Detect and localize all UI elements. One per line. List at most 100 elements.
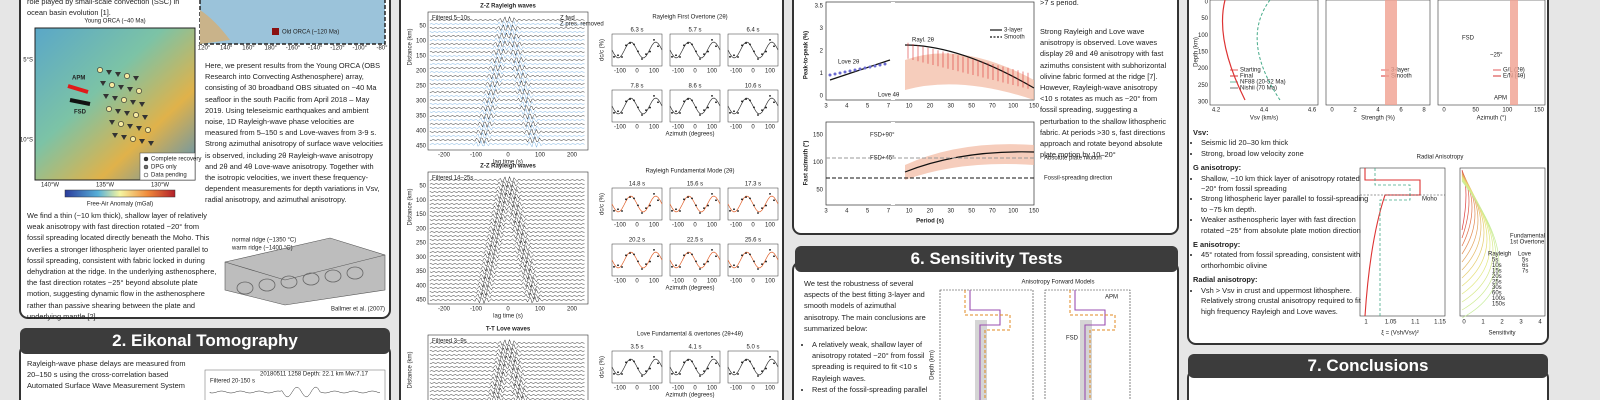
x-tick-label: 100 [649, 125, 660, 131]
waveform [429, 20, 585, 29]
x-tick-label: 6 [1399, 108, 1403, 114]
credit: Ballmer et al. (2007) [331, 307, 385, 313]
fit-point [675, 264, 677, 267]
legend-label: Complete recovery [151, 157, 201, 163]
axis-label: Vsv (km/s) [1250, 116, 1278, 122]
fit-point [733, 110, 735, 113]
waveform [429, 239, 585, 248]
fit-point [613, 209, 615, 212]
anisotropy-text: >7 s period. [1040, 0, 1079, 7]
plot-frame [1325, 0, 1431, 106]
inset-label: Old ORCA (~120 Ma) [282, 30, 339, 36]
fit-point [733, 208, 735, 211]
fit-point [707, 50, 709, 53]
x-tick-label: 0 [1462, 320, 1466, 326]
fit-point [617, 208, 619, 211]
waveform [429, 347, 585, 355]
period-label: 5.0 s [746, 345, 759, 351]
convection-block [224, 237, 386, 306]
legend-label: 5s [1522, 258, 1528, 264]
x-tick-label: 100 [765, 69, 776, 75]
fit-point [645, 263, 647, 265]
lat-label: 5°S [23, 58, 33, 64]
fit-point [699, 114, 701, 116]
waveform [429, 99, 585, 108]
panel-title: Love Fundamental & overtones (2θ+4θ) [637, 332, 743, 338]
fit-point [691, 99, 693, 102]
fit-point [617, 264, 619, 267]
x-tick-label: 3 [824, 104, 828, 110]
axis-label: dc/c (%) [600, 193, 606, 215]
inset-tick: -80° [376, 46, 388, 52]
x-tick-label: 10 [906, 209, 913, 215]
fit-point [671, 55, 673, 58]
bullet: Shallow, ~10 km thick layer of anisotrop… [1201, 174, 1373, 195]
fit-curve [669, 358, 721, 376]
radial-curve [1374, 168, 1411, 316]
legend-label: 1st Overtone [1510, 240, 1545, 246]
x-tick-label: 150 [1029, 104, 1040, 110]
x-tick-label: 70 [989, 104, 996, 110]
fit-point [683, 44, 685, 47]
bullet: Strong, broad low velocity zone [1201, 149, 1373, 159]
inset-tick: -100° [353, 46, 368, 52]
x-tick-label: 100 [649, 223, 660, 229]
x-tick-label: 50 [968, 209, 975, 215]
fit-point [675, 54, 677, 57]
period-label: 15.6 s [687, 182, 703, 188]
x-tick-label: 100 [1502, 108, 1513, 114]
station [118, 85, 124, 90]
fit-point [737, 112, 739, 114]
legend-label: 3-layer [1004, 28, 1022, 34]
model-curve [1074, 290, 1106, 400]
station [106, 70, 112, 75]
x-tick-label: -100 [614, 69, 627, 75]
legend-label: Data pending [151, 173, 187, 179]
legend-symbol [143, 156, 149, 162]
waveform [429, 351, 585, 359]
fit-point [621, 112, 623, 114]
x-tick-label: -100 [470, 153, 483, 159]
fit-point [641, 375, 643, 377]
legend-label: NF88 (20-52 Ma) [1240, 80, 1286, 86]
legend-label: 5s [1492, 258, 1498, 264]
fit-point [675, 371, 677, 374]
figure-label: FSD [1462, 36, 1475, 42]
figure-label: warm ridge (~1400 °C) [231, 246, 293, 252]
waveform [429, 359, 585, 367]
fit-point [711, 94, 713, 97]
fit-point [765, 260, 767, 263]
figure-title: Radial Anisotropy [1417, 155, 1464, 161]
waveform [429, 188, 585, 196]
sensitivity-intro: We test the robustness of several aspect… [804, 279, 926, 333]
x-tick-label: 200 [567, 153, 578, 159]
x-tick-label: 100 [535, 153, 546, 159]
love-point [838, 71, 842, 75]
x-tick-label: 100 [707, 386, 718, 392]
inset-tick: -120° [330, 46, 345, 52]
fit-point [757, 268, 759, 270]
fit-point [625, 254, 627, 257]
waveform [429, 275, 585, 283]
x-tick-label: 4 [845, 209, 849, 215]
legend-label: Smooth [1391, 74, 1412, 80]
x-tick-label: -100 [672, 223, 685, 229]
period-label: 5.7 s [688, 28, 701, 34]
waveform [429, 136, 585, 144]
x-tick-label: 100 [765, 125, 776, 131]
fit-curve [727, 97, 779, 115]
x-tick-label: 5 [866, 209, 870, 215]
fit-point [633, 43, 635, 46]
fit-point [637, 106, 639, 109]
waveform [429, 283, 585, 292]
x-tick-label: 0 [506, 307, 510, 313]
fit-point [625, 100, 627, 103]
y-tick-label: 0 [820, 94, 824, 100]
legend-label: 30s [1492, 285, 1502, 291]
convection-roll [258, 278, 276, 292]
fit-point [657, 101, 659, 104]
fit-point [761, 109, 763, 111]
axis-label: Distance (km) [408, 28, 414, 65]
bullet: Vsh > Vsv in crust and uppermost lithosp… [1201, 286, 1373, 317]
